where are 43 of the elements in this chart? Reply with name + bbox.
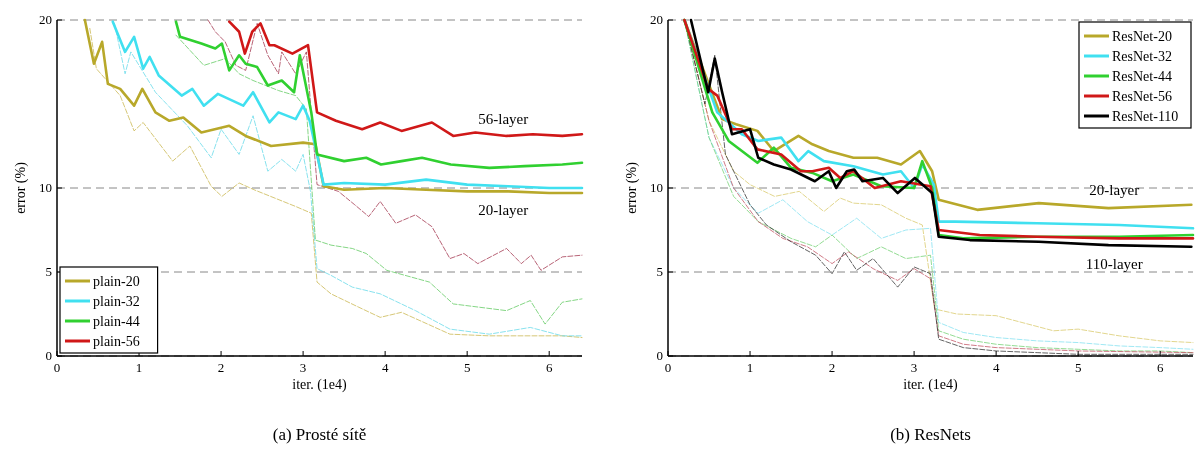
annotation: 110-layer bbox=[1085, 255, 1143, 272]
line-series bbox=[207, 19, 583, 271]
x-tick-label: 2 bbox=[217, 360, 225, 375]
x-tick-label: 1 bbox=[135, 360, 143, 375]
y-tick-label: 5 bbox=[656, 264, 663, 279]
x-tick-label: 5 bbox=[1074, 360, 1082, 375]
x-tick-label: 6 bbox=[1156, 360, 1164, 375]
y-tick-label: 10 bbox=[650, 180, 663, 195]
y-tick-label: 20 bbox=[39, 12, 52, 27]
legend-label: plain-32 bbox=[93, 294, 140, 309]
y-axis-title: error (%) bbox=[13, 161, 29, 214]
legend-label: ResNet-44 bbox=[1112, 69, 1172, 84]
legend-label: plain-44 bbox=[93, 314, 140, 329]
line-series bbox=[175, 34, 583, 325]
annotation: 20-layer bbox=[478, 202, 529, 219]
text: (b) ResNets bbox=[890, 425, 971, 444]
y-tick-label: 5 bbox=[45, 264, 52, 279]
x-axis-title: iter. (1e4) bbox=[292, 377, 348, 393]
annotation: 56-layer bbox=[478, 111, 529, 128]
x-tick-label: 6 bbox=[545, 360, 553, 375]
x-tick-label: 1 bbox=[746, 360, 754, 375]
y-tick-label: 20 bbox=[650, 12, 663, 27]
x-tick-label: 4 bbox=[992, 360, 1000, 375]
annotation: 20-layer bbox=[1089, 181, 1140, 198]
legend-label: plain-56 bbox=[93, 334, 140, 349]
y-tick-label: 0 bbox=[656, 348, 663, 363]
legend-label: ResNet-32 bbox=[1112, 49, 1172, 64]
x-tick-label: 5 bbox=[463, 360, 471, 375]
x-tick-label: 3 bbox=[910, 360, 918, 375]
text: (a) Prosté sítě bbox=[272, 425, 367, 444]
legend-label: plain-20 bbox=[93, 274, 140, 289]
legend-label: ResNet-110 bbox=[1112, 109, 1179, 124]
legend-label: ResNet-56 bbox=[1112, 89, 1172, 104]
x-axis-title: iter. (1e4) bbox=[903, 377, 959, 393]
x-tick-label: 4 bbox=[381, 360, 389, 375]
y-tick-label: 10 bbox=[39, 180, 52, 195]
line-series bbox=[227, 20, 584, 138]
x-tick-label: 2 bbox=[828, 360, 836, 375]
line-series bbox=[174, 20, 584, 170]
legend-label: ResNet-20 bbox=[1112, 29, 1172, 44]
y-tick-label: 0 bbox=[45, 348, 52, 363]
x-tick-label: 3 bbox=[299, 360, 307, 375]
y-axis-title: error (%) bbox=[624, 161, 640, 214]
